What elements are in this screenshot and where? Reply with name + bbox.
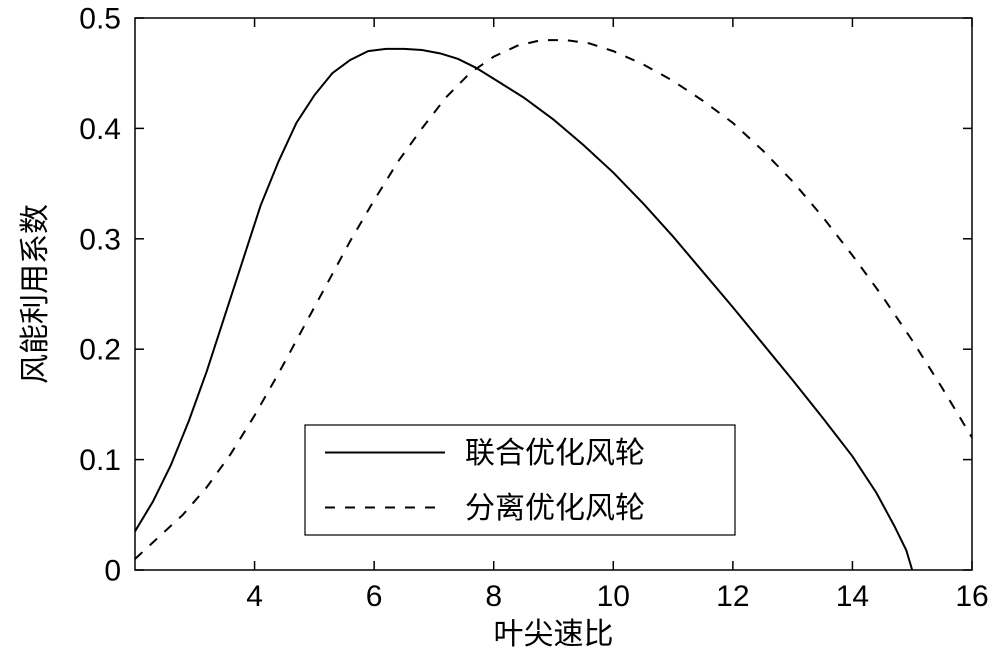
y-axis-label: 风能利用系数	[19, 204, 52, 384]
cp-vs-tsr-chart: 4 6 8 10 12 14 16 0 0.1 0.2 0.3 0.4 0.5 叶尖速比 风能利用系数联合优…	[0, 0, 1000, 656]
y-tick-label: 0.2	[79, 334, 121, 367]
x-tick-label: 14	[836, 580, 869, 613]
x-tick-label: 12	[716, 580, 749, 613]
y-tick-label: 0.5	[79, 3, 121, 36]
y-tick-label: 0.3	[79, 223, 121, 256]
x-tick-label: 10	[597, 580, 630, 613]
y-tick-label: 0.1	[79, 444, 121, 477]
x-axis-label: 叶尖速比	[494, 618, 614, 651]
legend-label-0: 联合优化风轮	[465, 437, 645, 470]
x-tick-label: 4	[246, 580, 263, 613]
x-tick-label: 6	[366, 580, 383, 613]
x-tick-label: 8	[485, 580, 502, 613]
x-tick-label: 16	[955, 580, 988, 613]
chart-svg: 4 6 8 10 12 14 16 0 0.1 0.2 0.3 0.4 0.5 叶尖速比 风能利用系数联合优…	[0, 0, 1000, 656]
y-tick-label: 0.4	[79, 113, 121, 146]
legend-label-1: 分离优化风轮	[465, 492, 645, 525]
y-tick-label: 0	[104, 555, 121, 588]
